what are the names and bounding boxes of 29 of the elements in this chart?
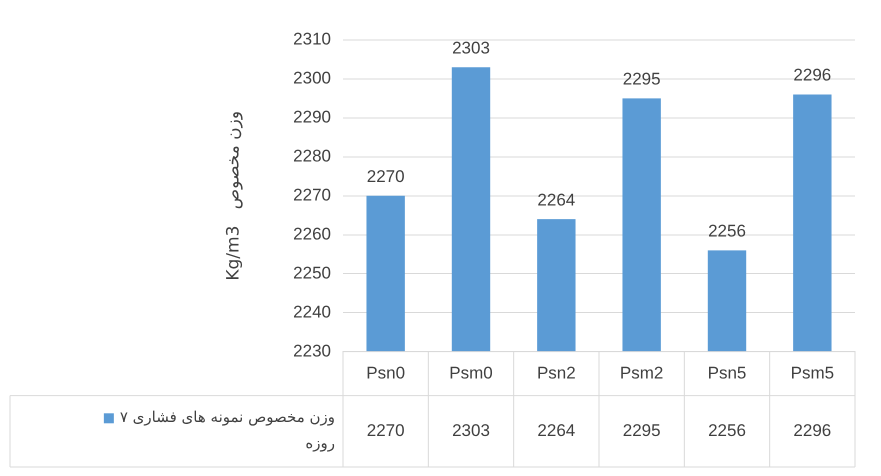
x-tick-label: Psm0 xyxy=(449,363,493,382)
y-axis-title: Kg/m3 وزن مخصوص xyxy=(224,110,244,281)
data-label: 2303 xyxy=(452,420,490,440)
annotation: 2303 xyxy=(452,38,490,58)
x-tick-label: Psm5 xyxy=(790,363,834,382)
x-tick-label: Psm2 xyxy=(620,363,664,382)
legend-label: وزن مخصوص نمونه های فشاری ۷ روزه xyxy=(120,408,335,452)
data-label: 2296 xyxy=(793,420,832,440)
data-label: 2256 xyxy=(708,420,746,440)
y-tick-label: 2290 xyxy=(293,108,331,127)
x-tick-label: Psn2 xyxy=(536,363,576,382)
data-label: 2264 xyxy=(537,420,576,440)
y-tick-label: 2230 xyxy=(293,341,331,360)
annotation: 2264 xyxy=(537,190,576,210)
y-tick-label: 2270 xyxy=(293,185,331,204)
y-tick-label: 2240 xyxy=(293,302,331,322)
annotation: 2270 xyxy=(366,166,405,186)
y-tick-label: 2250 xyxy=(293,263,331,282)
y-tick-label: 2260 xyxy=(293,224,331,244)
annotation: 2295 xyxy=(622,70,661,89)
x-tick-label: Psn5 xyxy=(708,363,746,382)
annotation: 2296 xyxy=(793,66,832,85)
annotation: 2256 xyxy=(708,222,746,241)
y-tick-label: 2300 xyxy=(293,68,331,88)
y-tick-label: 2280 xyxy=(293,146,331,166)
x-tick-label: Psn0 xyxy=(366,363,406,382)
data-label: 2295 xyxy=(622,420,661,440)
data-label: 2270 xyxy=(366,420,405,440)
y-tick-label: 2310 xyxy=(293,30,331,49)
